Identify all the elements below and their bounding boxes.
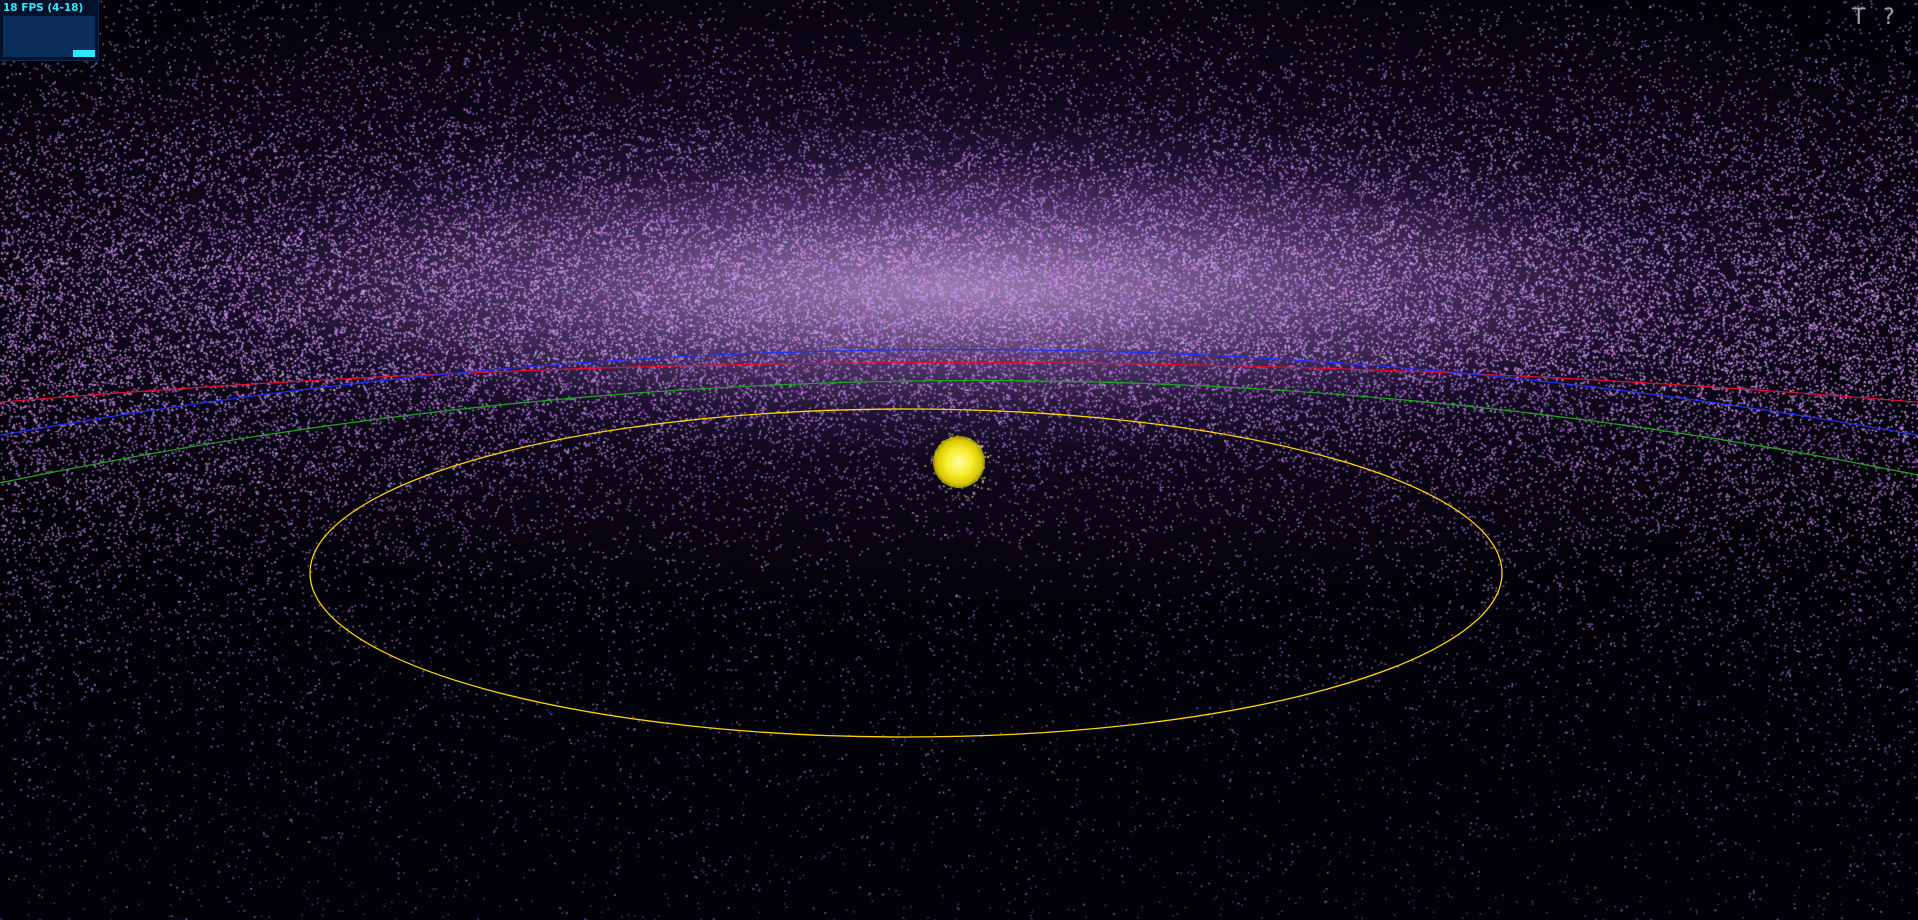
help-button[interactable]: ?: [1883, 5, 1895, 30]
fps-graph: [3, 16, 95, 57]
fps-label: 18 FPS (4-18): [3, 2, 84, 14]
toggle-text-button[interactable]: T: [1852, 5, 1866, 30]
sun: [933, 436, 985, 488]
fps-bar: [73, 50, 95, 57]
fps-stats-panel[interactable]: 18 FPS (4-18): [0, 0, 99, 61]
